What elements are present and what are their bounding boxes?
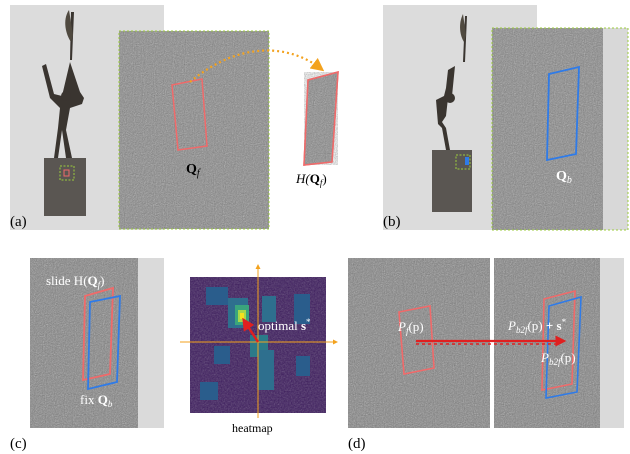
patch-pf bbox=[398, 305, 435, 375]
patch-pb2f bbox=[545, 295, 582, 399]
statue-figure-a bbox=[42, 10, 84, 158]
tag-c: (c) bbox=[10, 436, 27, 452]
panel-c: slide H(Qf) fix Qb optimal s* heatmap (c… bbox=[10, 258, 338, 452]
label-pb2f: Pb2f(p) bbox=[540, 350, 576, 367]
tiny-patch-b bbox=[465, 157, 469, 165]
tag-a: (a) bbox=[10, 214, 27, 230]
patch-qb bbox=[546, 65, 580, 162]
label-fix: fix Qb bbox=[80, 392, 113, 409]
label-qb: Qb bbox=[556, 169, 572, 186]
label-slide: slide H(Qf) bbox=[46, 273, 105, 290]
patch-pb2f-shifted bbox=[541, 289, 576, 391]
tag-d: (d) bbox=[348, 436, 366, 452]
small-region-a bbox=[59, 165, 75, 181]
fixed-patch bbox=[87, 294, 121, 391]
pedestal-a bbox=[44, 158, 86, 216]
panel-d: Pf(p) Pb2f(p) + s* Pb2f(p) (d) bbox=[348, 258, 624, 452]
panel-b: Qb (b) bbox=[383, 5, 629, 231]
tag-b: (b) bbox=[383, 214, 401, 230]
statue-figure-b bbox=[436, 14, 467, 150]
tiny-patch-a bbox=[63, 169, 70, 177]
small-region-b bbox=[455, 154, 471, 170]
heatmap-caption: heatmap bbox=[232, 421, 273, 435]
label-qf: Qf bbox=[186, 162, 201, 179]
label-optimal: optimal s* bbox=[258, 317, 311, 333]
optimal-shift-arrow bbox=[242, 317, 260, 343]
zoom-border-b bbox=[491, 27, 629, 231]
zoom-border-a bbox=[118, 30, 270, 230]
label-pf: Pf(p) bbox=[397, 319, 424, 336]
patch-qf bbox=[171, 78, 208, 151]
warp-arrow bbox=[189, 49, 325, 83]
label-pb2f-plus: Pb2f(p) + s* bbox=[507, 317, 567, 335]
panel-a: Qf H(Qf) (a) bbox=[10, 5, 339, 230]
label-h-qf: H(Qf) bbox=[295, 171, 327, 188]
sliding-patch bbox=[82, 286, 114, 382]
